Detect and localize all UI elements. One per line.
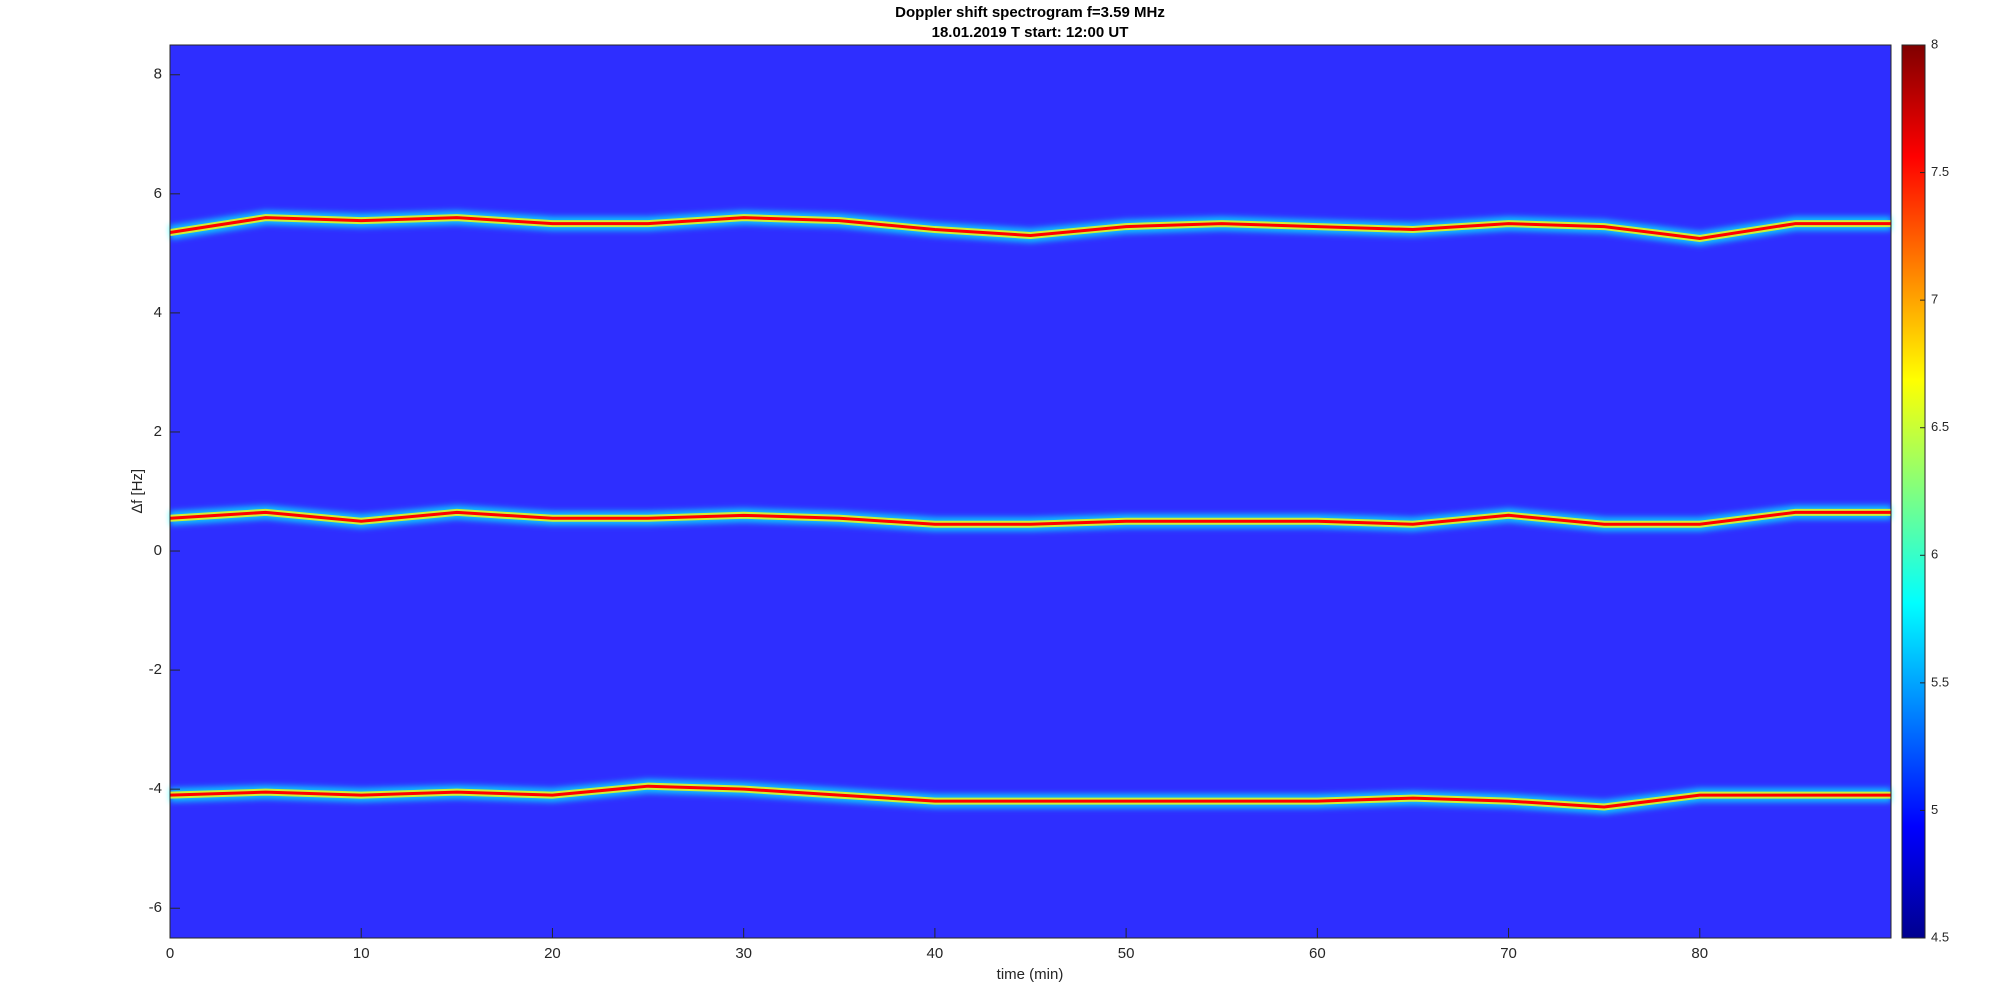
y-tick-label: 2 bbox=[154, 423, 162, 440]
x-axis-label: time (min) bbox=[997, 966, 1064, 983]
chart-subtitle: 18.01.2019 T start: 12:00 UT bbox=[932, 24, 1129, 41]
x-tick-label: 30 bbox=[735, 945, 752, 962]
colorbar-tick-label: 6.5 bbox=[1931, 419, 1949, 434]
x-tick-label: 50 bbox=[1118, 945, 1135, 962]
x-tick-label: 10 bbox=[353, 945, 370, 962]
colorbar-tick-label: 7 bbox=[1931, 292, 1938, 307]
chart-title: Doppler shift spectrogram f=3.59 MHz bbox=[895, 4, 1165, 21]
y-tick-label: 6 bbox=[154, 185, 162, 202]
colorbar-tick-label: 7.5 bbox=[1931, 164, 1949, 179]
y-tick-label: 4 bbox=[154, 304, 162, 321]
colorbar-tick-label: 5.5 bbox=[1931, 674, 1949, 689]
x-tick-label: 70 bbox=[1500, 945, 1517, 962]
colorbar-tick-label: 6 bbox=[1931, 547, 1938, 562]
y-tick-label: 0 bbox=[154, 542, 162, 559]
x-tick-label: 0 bbox=[166, 945, 174, 962]
y-tick-label: 8 bbox=[154, 66, 162, 83]
trace bbox=[169, 216, 1891, 240]
colorbar-tick-label: 8 bbox=[1931, 36, 1938, 51]
colorbar-tick-label: 4.5 bbox=[1931, 929, 1949, 944]
x-tick-label: 80 bbox=[1691, 945, 1708, 962]
y-tick-label: -4 bbox=[149, 780, 162, 797]
x-tick-label: 20 bbox=[544, 945, 561, 962]
x-tick-label: 40 bbox=[927, 945, 944, 962]
y-tick-label: -2 bbox=[149, 661, 162, 678]
trace bbox=[169, 784, 1891, 809]
plot-frame bbox=[169, 44, 1892, 939]
colorbar-tick-label: 5 bbox=[1931, 802, 1938, 817]
x-tick-label: 60 bbox=[1309, 945, 1326, 962]
y-tick-label: -6 bbox=[149, 899, 162, 916]
y-axis-label: ∆f [Hz] bbox=[129, 469, 146, 513]
colorbar bbox=[1901, 44, 1926, 939]
trace bbox=[169, 510, 1891, 526]
